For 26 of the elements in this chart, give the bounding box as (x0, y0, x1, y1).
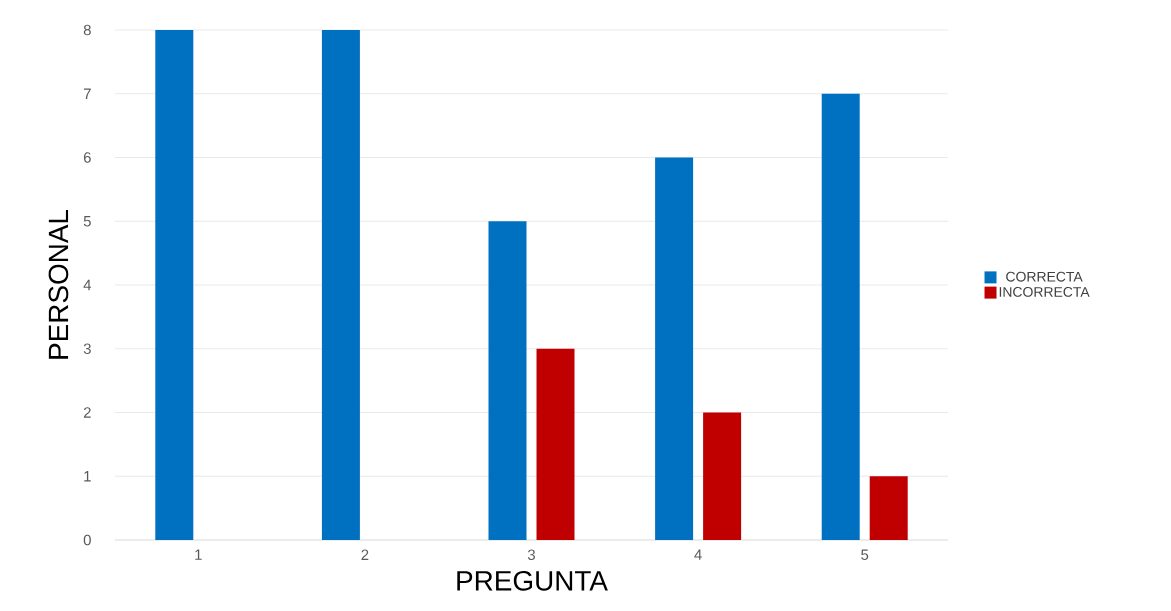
bar (703, 412, 742, 540)
y-tick-label: 7 (83, 88, 91, 99)
y-tick-label: 2 (83, 407, 91, 418)
x-tick-label: 5 (861, 549, 869, 560)
legend-label: INCORRECTA (999, 286, 1090, 297)
legend-label: CORRECTA (1006, 271, 1083, 282)
y-tick-label: 1 (84, 471, 91, 482)
bar (536, 348, 575, 540)
bar (655, 157, 694, 540)
y-tick-label: 5 (83, 216, 91, 227)
x-tick-label: 2 (361, 549, 369, 560)
bar (869, 476, 908, 540)
x-axis-title: PREGUNTA (457, 570, 608, 591)
y-tick-label: 0 (83, 534, 91, 546)
bar (321, 30, 360, 540)
y-tick-label: 3 (83, 343, 91, 355)
y-tick-label: 6 (83, 152, 91, 163)
x-tick-label: 4 (694, 549, 702, 560)
y-tick-label: 8 (83, 24, 91, 36)
y-tick-label: 4 (83, 279, 92, 291)
y-axis-title: PERSONAL (48, 209, 69, 359)
bar (155, 30, 194, 540)
bar (821, 93, 860, 540)
x-tick-label: 3 (527, 549, 536, 561)
bar (488, 221, 527, 540)
x-tick-label: 1 (195, 549, 202, 560)
